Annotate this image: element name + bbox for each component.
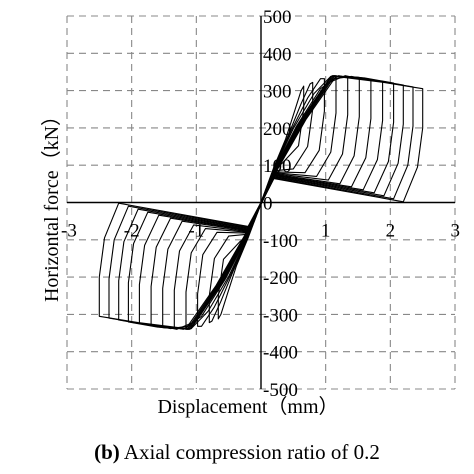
x-axis-title: Displacement（mm）: [157, 395, 338, 418]
y-tick-label: -400: [263, 343, 298, 364]
y-tick-label: -100: [263, 231, 298, 252]
y-tick-label: -300: [263, 305, 298, 326]
ticks-layer: 500 400 300 200 100 0 -100 -200 -300 -400 -500 -3 -2…: [61, 7, 460, 401]
hysteresis-loop-12: [98, 75, 424, 330]
y-tick-label: -200: [263, 268, 298, 289]
figure-caption: (b) Axial compression ratio of 0.2: [0, 440, 474, 465]
y-tick-label: 200: [263, 119, 292, 140]
y-tick-label: 500: [263, 7, 292, 28]
y-tick-label: 300: [263, 82, 292, 103]
caption-text: Axial compression ratio of 0.2: [119, 440, 380, 464]
y-tick-label: -500: [263, 380, 298, 401]
x-tick-label: 2: [386, 221, 396, 242]
y-tick-label: 400: [263, 44, 292, 65]
y-tick-label: 0: [263, 194, 273, 215]
series-layer: [98, 75, 424, 330]
x-tick-label: 3: [451, 221, 461, 242]
x-tick-label: 1: [321, 221, 331, 242]
x-tick-label: -1: [188, 221, 204, 242]
y-axis-title: Horizontal force（kN）: [40, 106, 63, 302]
caption-label: (b): [94, 440, 120, 464]
x-tick-label: -2: [124, 221, 140, 242]
x-tick-label: -3: [61, 221, 77, 242]
y-tick-label: 100: [263, 156, 292, 177]
